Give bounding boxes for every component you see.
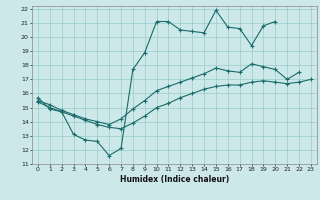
X-axis label: Humidex (Indice chaleur): Humidex (Indice chaleur) <box>120 175 229 184</box>
